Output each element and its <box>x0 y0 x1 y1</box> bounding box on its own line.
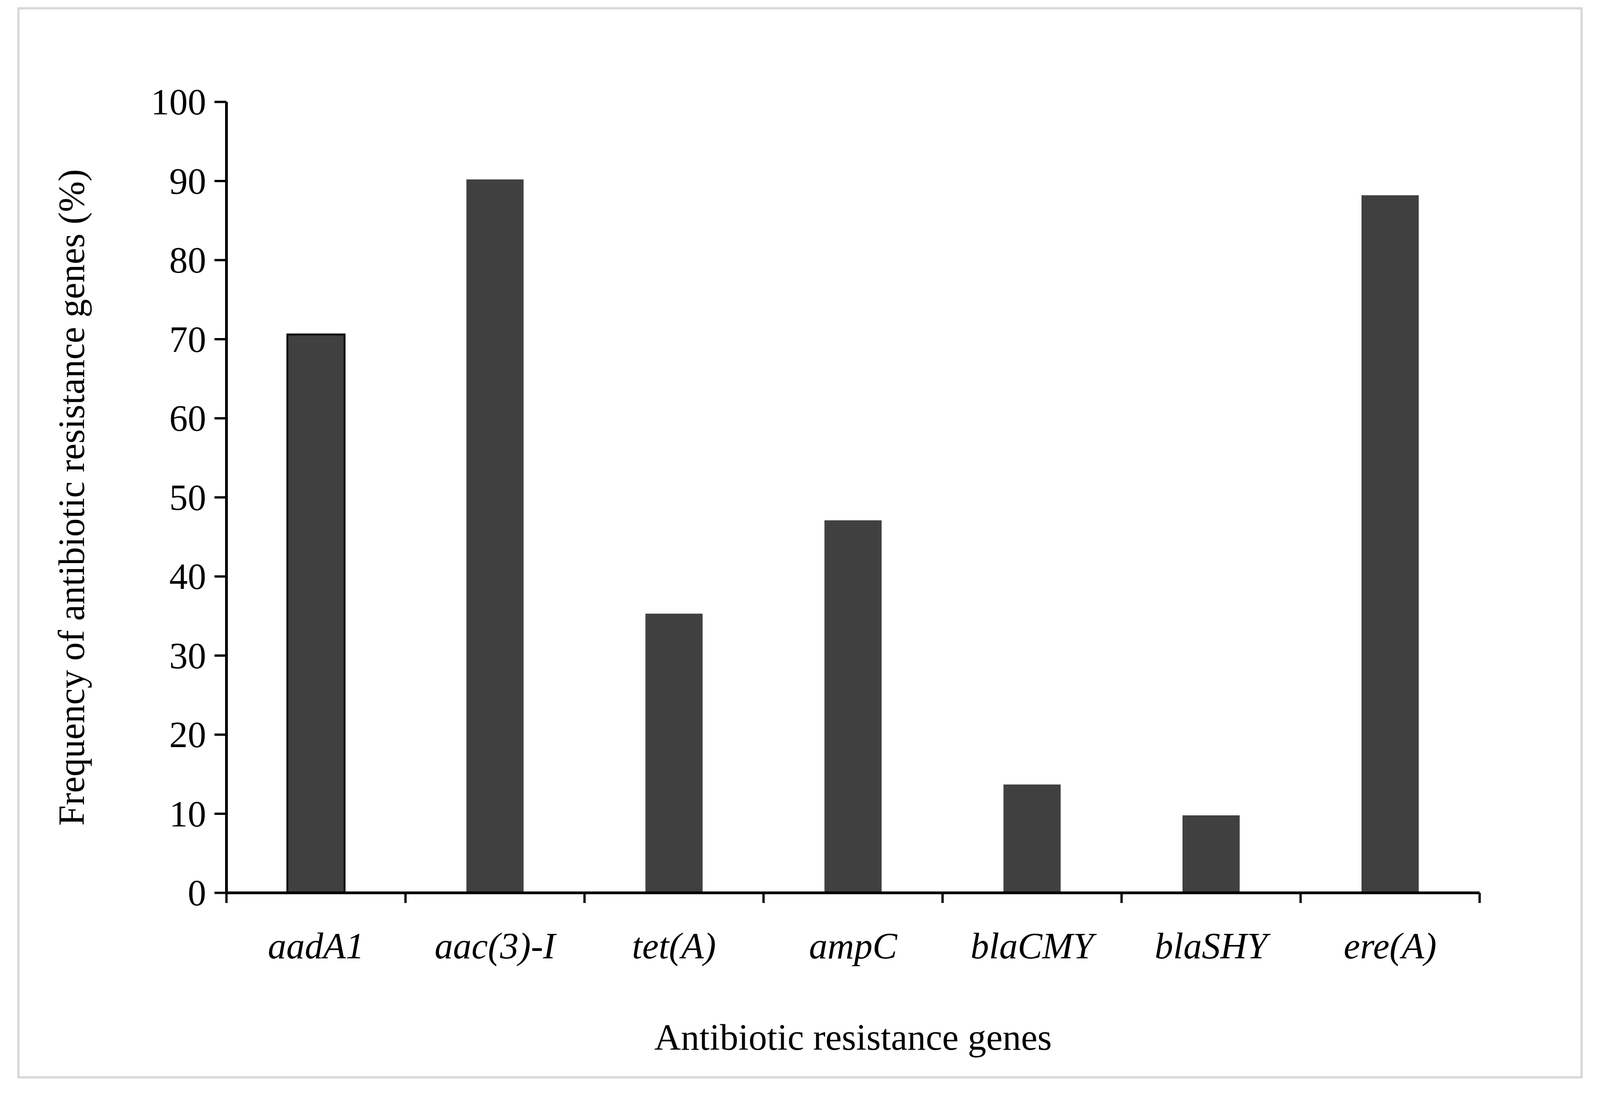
y-tick <box>214 259 227 262</box>
y-tick <box>214 338 227 341</box>
bar <box>466 179 524 893</box>
x-tick <box>1299 892 1302 904</box>
y-tick-label: 30 <box>169 635 207 677</box>
y-tick <box>214 496 227 499</box>
y-tick <box>214 654 227 657</box>
y-tick <box>214 575 227 578</box>
y-tick-label: 20 <box>169 714 207 756</box>
x-tick <box>941 892 944 904</box>
y-tick-label: 70 <box>169 319 207 360</box>
y-tick-label: 60 <box>169 398 207 439</box>
x-tick-label: ampC <box>808 925 899 967</box>
x-tick <box>225 892 228 904</box>
x-tick-label: blaCMY <box>970 925 1097 967</box>
x-axis-title: Antibiotic resistance genes <box>654 1017 1053 1058</box>
y-tick-label: 80 <box>169 239 207 281</box>
y-tick-label: 90 <box>169 160 207 202</box>
x-tick <box>1120 892 1123 904</box>
x-tick <box>583 892 586 904</box>
bar <box>1003 784 1061 893</box>
x-tick <box>762 892 765 904</box>
x-tick-label: tet(A) <box>631 925 716 967</box>
x-tick <box>404 892 407 904</box>
x-tick-label: aac(3)-I <box>434 925 557 967</box>
chart: 0 10 20 30 40 50 60 70 80 90 100 aadA1 aac(3)-I tet(A… <box>0 0 1600 1093</box>
y-tick-label: 50 <box>169 477 207 518</box>
x-tick-label: ere(A) <box>1343 925 1437 967</box>
bar <box>287 334 345 893</box>
y-tick <box>214 179 227 183</box>
bar <box>1361 195 1419 893</box>
x-tick <box>1478 892 1482 904</box>
y-tick <box>214 733 227 737</box>
y-tick <box>214 101 227 104</box>
y-tick-label: 40 <box>169 556 207 597</box>
y-axis-title: Frequency of antibiotic resistance genes… <box>51 169 93 827</box>
x-axis <box>225 891 1480 895</box>
bar <box>645 613 703 893</box>
y-tick <box>214 417 227 420</box>
y-tick-label: 0 <box>187 872 207 914</box>
bars <box>287 179 1419 893</box>
bar <box>1182 815 1240 893</box>
y-tick <box>214 812 227 815</box>
x-tick-label: aadA1 <box>267 925 365 967</box>
frame <box>18 8 1582 1078</box>
bar <box>824 520 882 893</box>
y-tick-label: 100 <box>150 81 207 123</box>
y-tick-label: 10 <box>169 793 207 835</box>
x-tick-label: blaSHY <box>1154 925 1272 967</box>
y-tick <box>214 892 227 895</box>
